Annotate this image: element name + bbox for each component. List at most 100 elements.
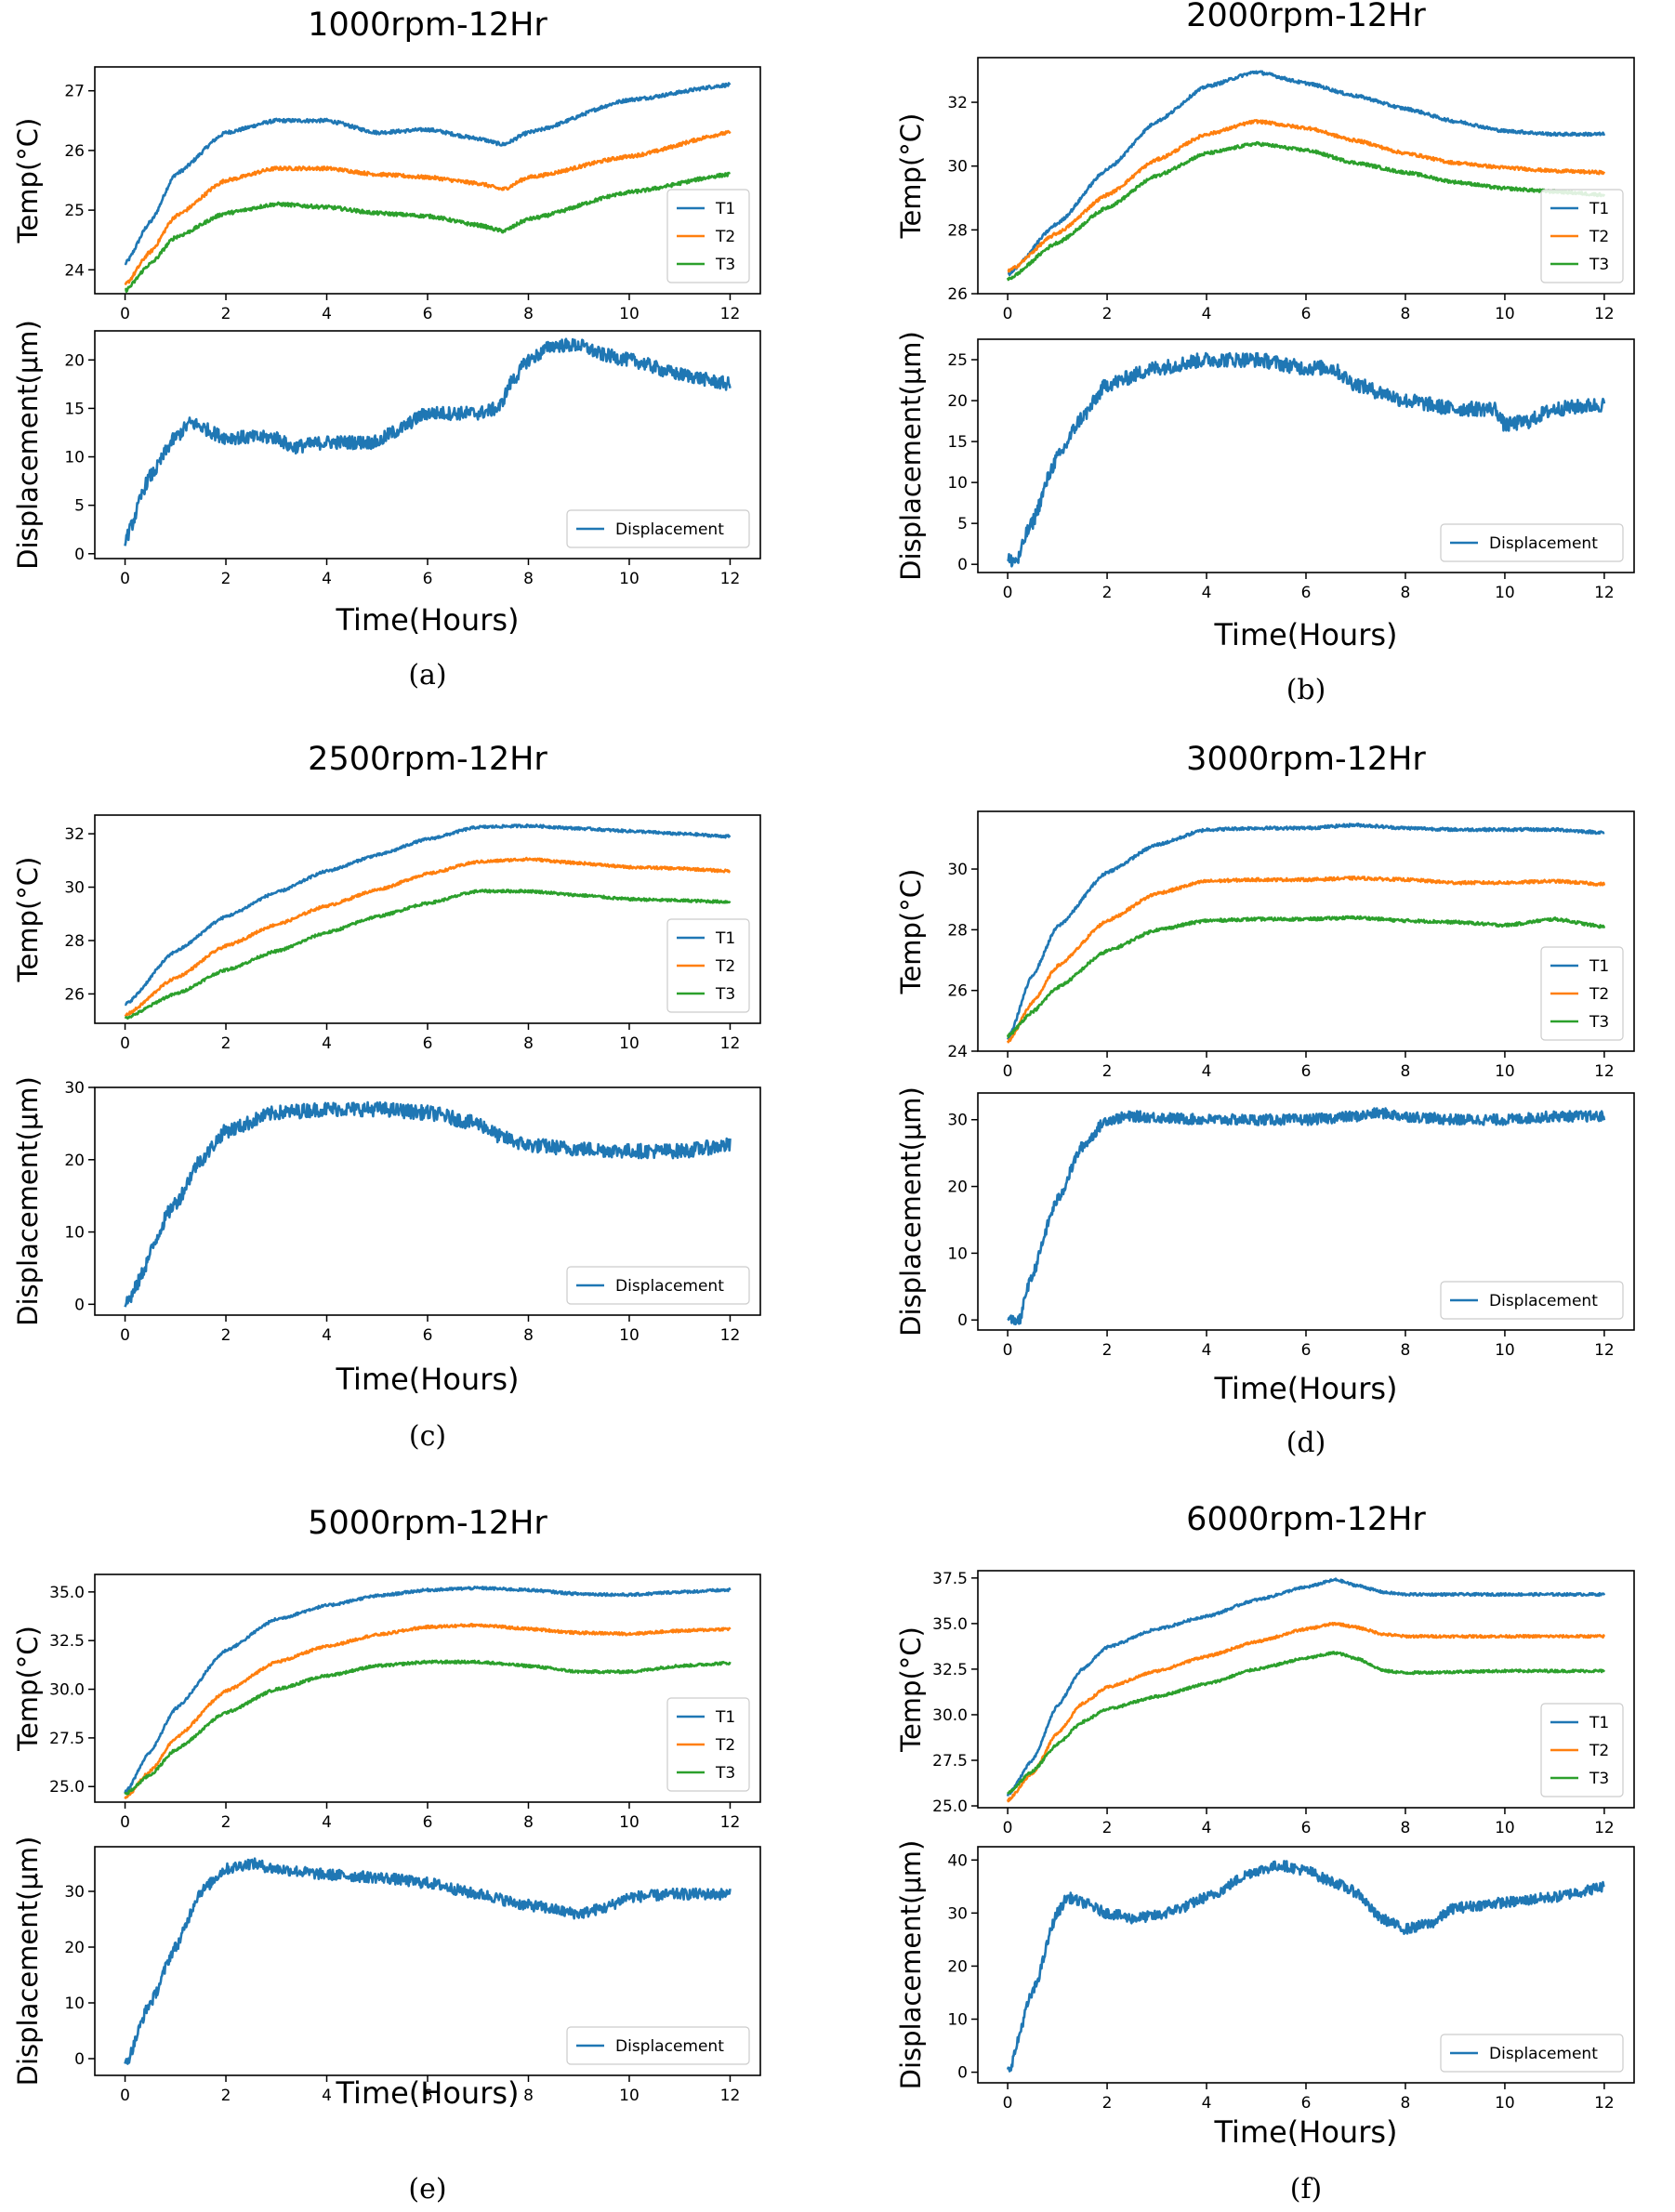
panel-b-temp-y-tick-label: 32 [947, 94, 968, 112]
panel-b-disp-x-tick-label: 4 [1202, 584, 1212, 602]
panel-c-temp-x-tick-label: 0 [120, 1034, 130, 1053]
panel-c-temp-y-tick-label: 28 [64, 932, 85, 951]
panel-c-temp-series-t2 [124, 856, 732, 1017]
panel-e-temp-ylabel: Temp(°C) [12, 1626, 44, 1752]
panel-e-disp-x-tick-label: 4 [322, 2087, 332, 2105]
panel-c-temp-x-tick-label: 12 [720, 1034, 741, 1053]
panel-f-disp-x-tick-label: 0 [1003, 2094, 1013, 2113]
panel-a-temp-x-tick-label: 6 [423, 305, 433, 323]
panel-d-disp-ylabel: Displacement(μm) [895, 1086, 927, 1336]
panel-f-disp-x-tick-label: 2 [1102, 2094, 1113, 2113]
panel-d-disp-y-tick-label: 20 [947, 1178, 968, 1197]
panel-e-disp-y-tick-label: 10 [64, 1995, 85, 2013]
panel-a-caption: (a) [408, 659, 446, 691]
panel-f-temp-x-tick-label: 12 [1594, 1819, 1615, 1837]
panel-c-temp-x-tick-label: 8 [523, 1034, 534, 1053]
panel-b-temp-x-tick-label: 2 [1102, 305, 1113, 323]
panel-e-temp-y-tick-label: 27.5 [49, 1730, 85, 1748]
panel-d-temp-y-tick-label: 24 [947, 1043, 968, 1061]
panel-a-temp-x-tick-label: 8 [523, 305, 534, 323]
panel-b-disp-y-tick-label: 5 [957, 515, 968, 533]
panel-a-xlabel: Time(Hours) [335, 602, 519, 638]
panel-a-temp-legend-label-t1: T1 [715, 200, 735, 218]
panel-f-disp-x-tick-label: 6 [1301, 2094, 1312, 2113]
panel-a-temp-legend: T1 T2 T3 [666, 189, 750, 283]
panel-b-disp-y-tick-label: 0 [957, 556, 968, 574]
panel-c-title: 2500rpm-12Hr [308, 741, 547, 778]
panel-a-disp-x-tick-label: 6 [423, 570, 433, 588]
panel-a-temp-legend-label-t3: T3 [715, 256, 735, 274]
panel-d-disp-x-tick-label: 2 [1102, 1341, 1113, 1360]
panel-c-temp-legend: T1 T2 T3 [666, 918, 750, 1013]
panel-a-temp-x-tick-label: 2 [221, 305, 231, 323]
panel-e-disp-y-tick-label: 20 [64, 1939, 85, 1957]
panel-a-disp-legend-box [566, 509, 750, 548]
panel-a-disp-y-tick-label: 20 [64, 351, 85, 370]
panel-d-caption: (d) [1286, 1427, 1326, 1459]
panel-c-temp-y-tick-label: 30 [64, 879, 85, 898]
panel-f-temp-series-t1 [1006, 1577, 1606, 1797]
panel-e-temp-y-tick-label: 30.0 [49, 1681, 85, 1700]
panel-d-disp-legend-label-displacement: Displacement [1489, 1292, 1598, 1310]
panel-f-temp-x-tick-label: 0 [1003, 1819, 1013, 1837]
panel-f-temp-x-tick-label: 8 [1401, 1819, 1411, 1837]
panel-c-disp-x-tick-label: 2 [221, 1326, 231, 1345]
panel-b-temp-legend-label-t1: T1 [1589, 200, 1609, 218]
panel-d-xlabel: Time(Hours) [1213, 1371, 1397, 1406]
panel-f-caption: (f) [1290, 2173, 1323, 2205]
panel-e-title: 5000rpm-12Hr [308, 1505, 547, 1542]
panel-a-temp-x-tick-label: 10 [619, 305, 640, 323]
panel-e-disp-y-tick-label: 30 [64, 1883, 85, 1902]
panel-f-disp-y-tick-label: 30 [947, 1904, 968, 1923]
panel-c-disp-x-tick-label: 4 [322, 1326, 332, 1345]
panel-b-disp-y-tick-label: 20 [947, 392, 968, 411]
panel-e-temp-legend: T1 T2 T3 [666, 1697, 750, 1792]
panel-a-disp-x-tick-label: 12 [720, 570, 741, 588]
panel-c-temp-series-t3 [124, 889, 732, 1020]
panel-d-disp-x-tick-label: 4 [1202, 1341, 1212, 1360]
panel-a-disp-y-tick-label: 0 [74, 546, 85, 564]
panel-c-temp-x-tick-label: 6 [423, 1034, 433, 1053]
panel-c-disp-y-tick-label: 30 [64, 1079, 85, 1098]
panel-a-temp-y-tick-label: 25 [64, 202, 85, 220]
panel-c-disp-x-tick-label: 12 [720, 1326, 741, 1345]
panel-a-temp-ylabel: Temp(°C) [12, 118, 44, 244]
panel-c-temp-legend-label-t2: T2 [715, 957, 735, 976]
panel-b-disp-x-tick-label: 2 [1102, 584, 1113, 602]
panel-f-temp-series-t2 [1006, 1622, 1606, 1803]
panel-c-temp-series-t1 [125, 823, 732, 1007]
panel-b-temp-series-t2 [1007, 119, 1606, 273]
panel-f-temp-y-tick-label: 30.0 [932, 1706, 968, 1725]
panel-b-disp-x-tick-label: 8 [1401, 584, 1411, 602]
panel-a-temp-y-tick-label: 26 [64, 142, 85, 161]
panel-c-disp-y-tick-label: 20 [64, 1152, 85, 1170]
panel-d-temp-x-tick-label: 6 [1301, 1062, 1312, 1081]
panel-e: 5000rpm-12Hr 0 2 4 6 8 10 12 25.0 27.5 30.0 32.5 35.… [12, 1505, 761, 2205]
panel-e-temp-series-t3 [124, 1659, 732, 1796]
panel-a-disp-y-tick-label: 5 [74, 497, 85, 516]
panel-e-temp-series-t2 [124, 1623, 732, 1800]
panel-b-temp-x-tick-label: 4 [1202, 305, 1212, 323]
panel-b-temp-series-t3 [1006, 140, 1606, 282]
panel-c-disp-legend-label-displacement: Displacement [615, 1277, 724, 1296]
panel-c-disp-y-tick-label: 10 [64, 1224, 85, 1243]
panel-b-temp-legend-label-t3: T3 [1589, 256, 1609, 274]
panel-c-temp-y-tick-label: 32 [64, 825, 85, 844]
panel-a-temp-x-tick-label: 4 [322, 305, 332, 323]
panel-d-temp-legend-label-t1: T1 [1589, 957, 1609, 976]
panel-d-temp-x-tick-label: 10 [1495, 1062, 1515, 1081]
panel-a-disp-x-tick-label: 10 [619, 570, 640, 588]
panel-e-disp-legend-label-displacement: Displacement [615, 2037, 724, 2056]
panel-b-xlabel: Time(Hours) [1213, 617, 1397, 652]
panel-b-disp-y-tick-label: 10 [947, 474, 968, 493]
panel-d-title: 3000rpm-12Hr [1186, 741, 1426, 778]
panel-f-temp-y-tick-label: 37.5 [932, 1570, 968, 1588]
panel-c-disp-x-tick-label: 10 [619, 1326, 640, 1345]
panel-f-temp-x-tick-label: 2 [1102, 1819, 1113, 1837]
panel-d-temp-legend-box [1540, 946, 1624, 1041]
panel-e-temp-legend-box [666, 1697, 750, 1792]
panel-e-temp-y-tick-label: 35.0 [49, 1584, 85, 1602]
